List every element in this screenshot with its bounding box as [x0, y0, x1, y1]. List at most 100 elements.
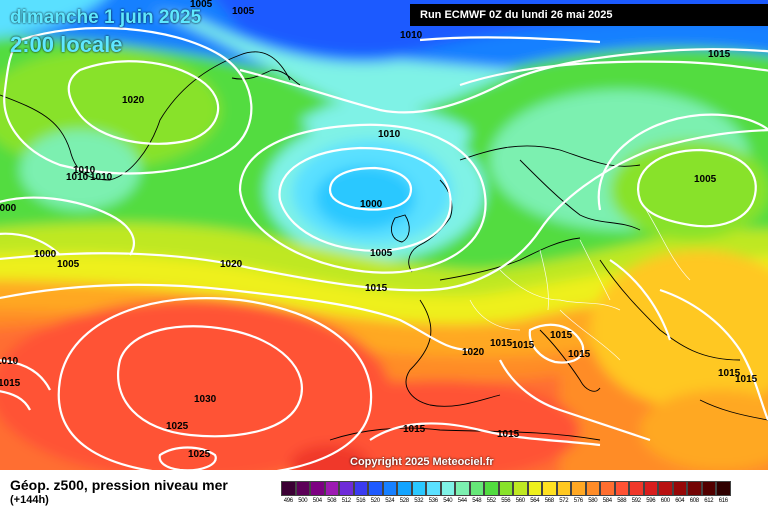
isobar-label: 1000 — [34, 249, 57, 260]
legend-step: 616 — [716, 481, 731, 509]
legend-step: 536 — [426, 481, 441, 509]
legend-swatch — [556, 481, 571, 496]
legend-tick-label: 576 — [573, 498, 583, 504]
legend-swatch — [353, 481, 368, 496]
legend-tick-label: 572 — [559, 498, 569, 504]
legend-swatch — [716, 481, 731, 496]
legend-tick-label: 596 — [646, 498, 656, 504]
legend-step: 560 — [513, 481, 528, 509]
legend-tick-label: 568 — [544, 498, 554, 504]
legend-swatch — [281, 481, 296, 496]
legend-step: 612 — [701, 481, 716, 509]
legend-step: 504 — [310, 481, 325, 509]
legend-step: 552 — [484, 481, 499, 509]
legend-tick-label: 544 — [457, 498, 467, 504]
legend-step: 540 — [440, 481, 455, 509]
legend-swatch — [672, 481, 687, 496]
isobar-label: 1010 — [400, 30, 423, 41]
isobar-label: 1015 — [403, 424, 426, 435]
legend-tick-label: 528 — [399, 498, 409, 504]
isobar-label: 1010 — [90, 172, 113, 183]
legend-step: 520 — [368, 481, 383, 509]
isobar-label: 1015 — [708, 49, 731, 60]
legend-swatch — [527, 481, 542, 496]
legend-step: 596 — [643, 481, 658, 509]
legend-tick-label: 496 — [283, 498, 293, 504]
legend-swatch — [687, 481, 702, 496]
isobar-label: 1005 — [232, 6, 255, 17]
legend-step: 528 — [397, 481, 412, 509]
legend-tick-label: 524 — [385, 498, 395, 504]
legend-step: 548 — [469, 481, 484, 509]
legend-tick-label: 512 — [341, 498, 351, 504]
legend-swatch — [643, 481, 658, 496]
coastlines — [0, 51, 768, 441]
isobar-label: 1005 — [190, 0, 213, 10]
isobar-label: 1020 — [220, 259, 243, 270]
weather-map: 1005 1005 1010 1015 1020 1010 1010 1010 … — [0, 0, 768, 470]
legend-swatch — [701, 481, 716, 496]
forecast-lead-time: (+144h) — [10, 494, 49, 506]
legend-step: 580 — [585, 481, 600, 509]
map-canvas: 1005 1005 1010 1015 1020 1010 1010 1010 … — [0, 0, 768, 470]
isobar-label: 1015 — [365, 283, 388, 294]
legend-step: 564 — [527, 481, 542, 509]
legend-swatch — [542, 481, 557, 496]
isobar-label: 1010 — [73, 165, 96, 176]
isobar-label: 1025 — [166, 421, 189, 432]
legend-step: 544 — [455, 481, 470, 509]
legend-tick-label: 588 — [617, 498, 627, 504]
isobars — [0, 26, 768, 470]
model-run-label: Run ECMWF 0Z du lundi 26 mai 2025 — [410, 4, 768, 26]
legend-tick-label: 500 — [298, 498, 308, 504]
legend-tick-label: 536 — [428, 498, 438, 504]
legend-tick-label: 608 — [689, 498, 699, 504]
isobar-label: 1005 — [370, 248, 393, 259]
legend-swatch — [513, 481, 528, 496]
legend-swatch — [469, 481, 484, 496]
legend-step: 576 — [571, 481, 586, 509]
legend-step: 568 — [542, 481, 557, 509]
map-footer: Géop. z500, pression niveau mer (+144h) … — [0, 470, 768, 512]
legend-swatch — [411, 481, 426, 496]
legend-swatch — [426, 481, 441, 496]
isobar-labels: 1005 1005 1010 1015 1020 1010 1010 1010 … — [0, 0, 758, 460]
map-variable-title: Géop. z500, pression niveau mer — [10, 477, 228, 493]
legend-step: 532 — [411, 481, 426, 509]
legend-swatch — [484, 481, 499, 496]
legend-tick-label: 560 — [515, 498, 525, 504]
isobar-label: 1015 — [497, 429, 520, 440]
legend-swatch — [440, 481, 455, 496]
legend-swatch — [600, 481, 615, 496]
legend-step: 572 — [556, 481, 571, 509]
color-scale-legend: 496 500 504 508 512 516 520 524 528 532 536 540 544 5… — [281, 481, 731, 509]
legend-step: 508 — [324, 481, 339, 509]
legend-tick-label: 548 — [472, 498, 482, 504]
legend-swatch — [295, 481, 310, 496]
legend-step: 592 — [629, 481, 644, 509]
legend-step: 584 — [600, 481, 615, 509]
legend-tick-label: 540 — [443, 498, 453, 504]
legend-tick-label: 532 — [414, 498, 424, 504]
legend-swatch — [455, 481, 470, 496]
copyright-notice: Copyright 2025 Meteociel.fr — [350, 456, 494, 468]
isobar-label: 1015 — [568, 349, 591, 360]
legend-tick-label: 612 — [704, 498, 714, 504]
isobar-label: 1015 — [512, 340, 535, 351]
isobar-label: 1010 — [66, 172, 89, 183]
isobar-label: 1020 — [122, 95, 145, 106]
isobar-label: 1015 — [550, 330, 573, 341]
isobar-label: 1015 — [718, 368, 741, 379]
legend-swatch — [614, 481, 629, 496]
isobar-label: 1000 — [0, 203, 17, 214]
legend-swatch — [382, 481, 397, 496]
legend-tick-label: 520 — [370, 498, 380, 504]
legend-step: 512 — [339, 481, 354, 509]
legend-step: 600 — [658, 481, 673, 509]
legend-tick-label: 616 — [718, 498, 728, 504]
legend-step: 516 — [353, 481, 368, 509]
isobar-label: 1020 — [462, 347, 485, 358]
legend-tick-label: 508 — [327, 498, 337, 504]
legend-step: 588 — [614, 481, 629, 509]
legend-swatch — [368, 481, 383, 496]
